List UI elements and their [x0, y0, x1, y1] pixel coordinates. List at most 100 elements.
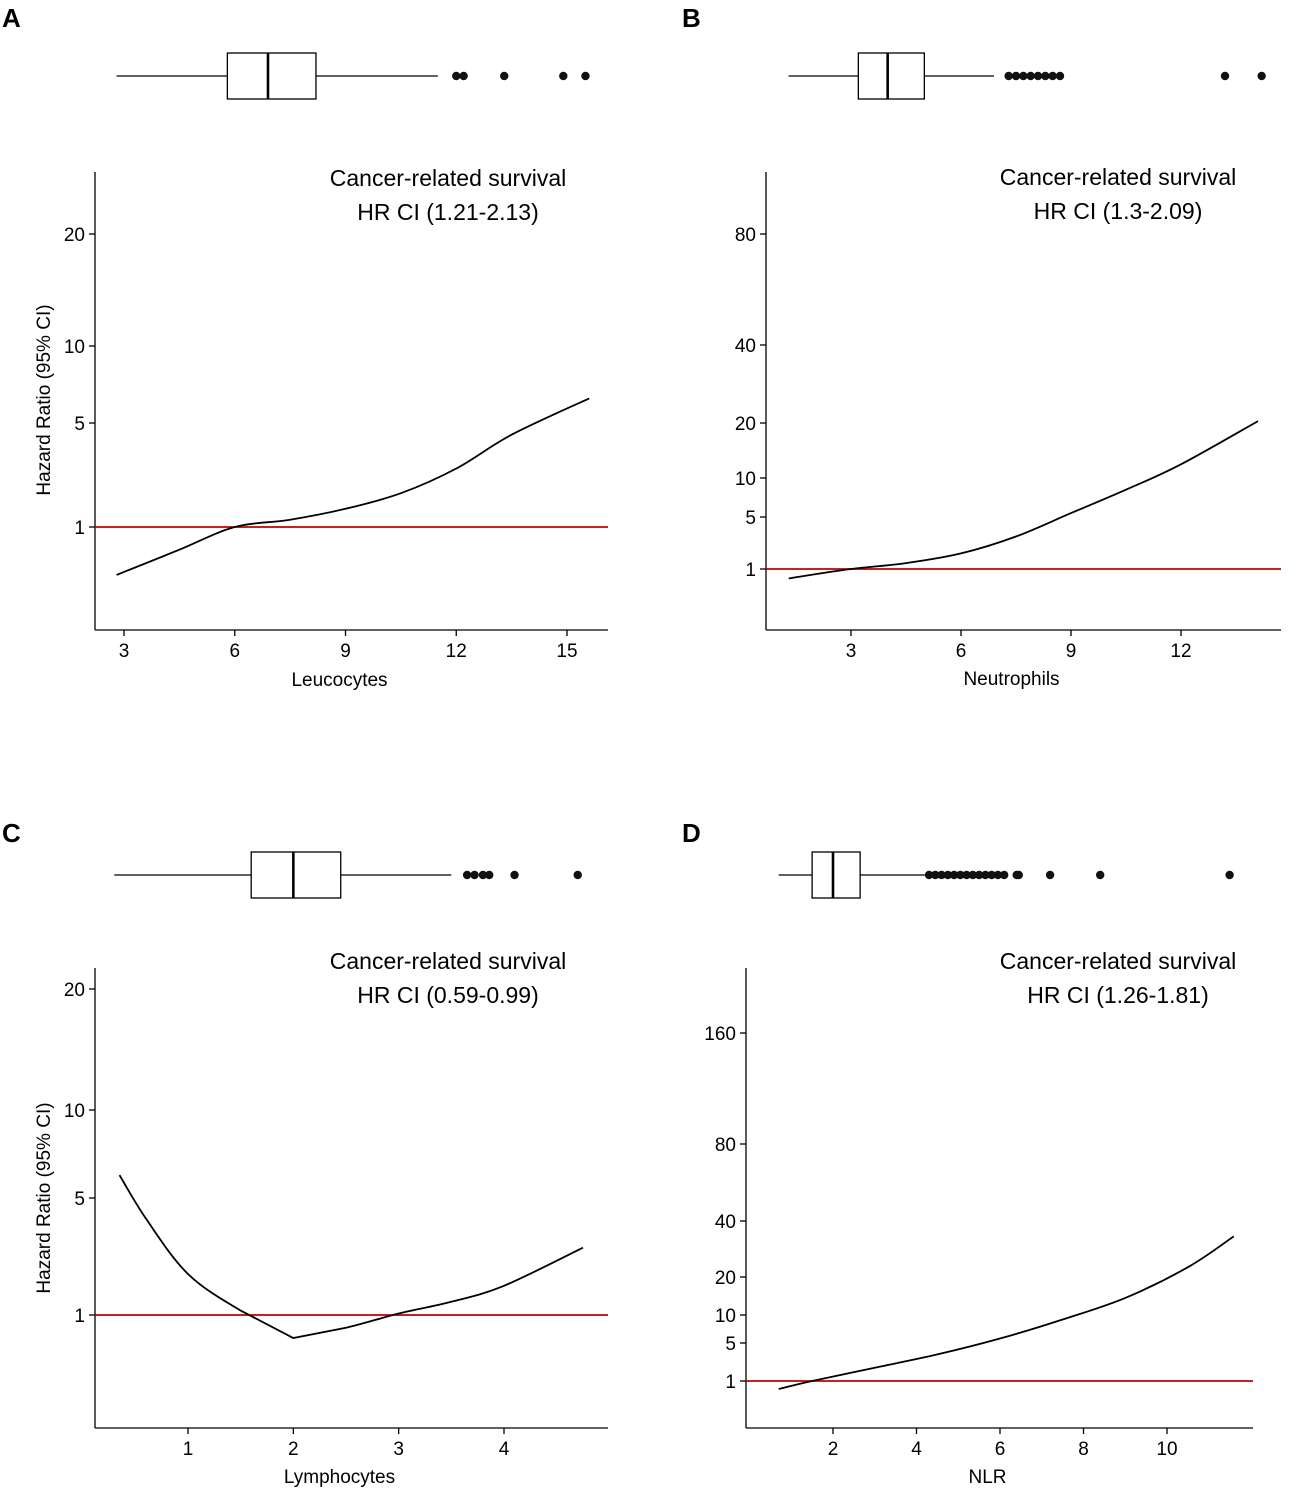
chart-title: Cancer-related survival: [330, 948, 566, 974]
y-tick-label: 5: [74, 414, 85, 435]
axes: 2 4 6 8 10 1 5 10 20 40 80 160: [704, 968, 1253, 1460]
boxplot-outlier: [510, 870, 519, 880]
chart-title: Cancer-related survival: [1000, 164, 1236, 190]
panel-D: D 2 4 6 8 10 1 5 10 20 40 80 160 Cancer-related survi…: [682, 818, 1253, 1488]
boxplot-outlier: [981, 870, 990, 880]
y-tick-label: 10: [715, 1306, 736, 1327]
boxplot-outlier: [452, 71, 461, 81]
boxplot: [788, 52, 1266, 100]
boxplot-outlier: [1257, 71, 1266, 81]
x-tick-label: 6: [995, 1439, 1006, 1460]
y-tick-label: 20: [715, 1268, 736, 1289]
x-tick-label: 10: [1156, 1439, 1177, 1460]
y-tick-label: 160: [704, 1024, 736, 1045]
x-axis-label: Neutrophils: [963, 669, 1059, 690]
boxplot-outlier: [459, 71, 468, 81]
boxplot-outlier: [956, 870, 965, 880]
boxplot-outlier: [478, 870, 488, 880]
boxplot-outlier: [1014, 870, 1023, 880]
x-tick-label: 4: [911, 1439, 922, 1460]
axes: 1 2 3 4 1 5 10 20: [64, 968, 608, 1460]
boxplot-outlier: [949, 870, 959, 880]
x-tick-label: 3: [393, 1439, 404, 1460]
boxplot-outlier: [581, 71, 590, 81]
boxplot-outlier: [974, 870, 984, 880]
chart-title: Cancer-related survival: [1000, 948, 1236, 974]
boxplot-outlier: [943, 870, 953, 880]
y-tick-label: 5: [74, 1189, 85, 1210]
panel-letter: D: [682, 818, 701, 848]
x-tick-label: 9: [340, 641, 351, 662]
y-tick-label: 5: [725, 1334, 736, 1355]
x-tick-label: 6: [229, 641, 240, 662]
boxplot-outlier: [968, 870, 978, 880]
y-tick-label: 20: [64, 980, 85, 1001]
hr-curve-series-0: [116, 397, 590, 576]
chart-subtitle: HR CI (0.59-0.99): [357, 982, 539, 1008]
boxplot-outlier: [1055, 71, 1065, 81]
boxplot-outlier: [1045, 870, 1055, 880]
y-tick-label: 10: [64, 337, 85, 358]
y-tick-label: 5: [745, 508, 756, 529]
boxplot-outlier: [931, 870, 940, 880]
y-axis-label: Hazard Ratio (95% CI): [34, 1102, 55, 1293]
x-tick-label: 12: [1170, 641, 1191, 662]
boxplot-outlier: [1225, 870, 1234, 880]
chart-subtitle: HR CI (1.26-1.81): [1027, 982, 1209, 1008]
x-tick-label: 2: [288, 1439, 299, 1460]
panel-letter: A: [2, 3, 21, 33]
boxplot-outlier: [485, 870, 494, 880]
x-tick-label: 2: [828, 1439, 839, 1460]
boxplot-outlier: [1041, 71, 1050, 81]
y-tick-label: 1: [745, 560, 756, 581]
boxplot-outlier: [1220, 71, 1230, 81]
boxplot-outlier: [999, 870, 1009, 880]
y-tick-label: 20: [64, 225, 85, 246]
chart-subtitle: HR CI (1.3-2.09): [1034, 198, 1203, 224]
y-tick-label: 40: [715, 1212, 736, 1233]
y-tick-label: 10: [64, 1101, 85, 1122]
boxplot-outlier: [962, 870, 971, 880]
boxplot: [116, 52, 590, 100]
boxplot-outlier: [987, 870, 996, 880]
y-axis-label: Hazard Ratio (95% CI): [34, 304, 55, 495]
y-tick-label: 20: [735, 414, 756, 435]
boxplot-outlier: [1004, 71, 1013, 81]
boxplot-box: [811, 851, 861, 899]
boxplot-outlier: [500, 71, 509, 81]
boxplot-outlier: [1019, 71, 1028, 81]
boxplot-outlier: [1011, 71, 1021, 81]
y-tick-label: 1: [725, 1372, 736, 1393]
boxplot-outlier: [1033, 71, 1043, 81]
y-tick-label: 1: [74, 518, 85, 539]
x-axis-label: NLR: [968, 1467, 1006, 1488]
x-axis-label: Lymphocytes: [284, 1467, 395, 1488]
hr-curve-series-0: [118, 1174, 584, 1339]
chart-title: Cancer-related survival: [330, 165, 566, 191]
boxplot: [114, 851, 582, 899]
boxplot-box: [226, 52, 317, 100]
x-tick-label: 15: [556, 641, 577, 662]
boxplot-outlier: [462, 870, 472, 880]
x-tick-label: 3: [846, 641, 857, 662]
x-axis-label: Leucocytes: [291, 670, 387, 691]
y-tick-label: 80: [715, 1135, 736, 1156]
hr-curve-series-0: [788, 420, 1259, 580]
x-tick-label: 6: [956, 641, 967, 662]
x-tick-label: 12: [446, 641, 467, 662]
boxplot: [778, 851, 1234, 899]
x-tick-label: 3: [119, 641, 130, 662]
boxplot-outlier: [470, 870, 479, 880]
y-tick-label: 10: [735, 469, 756, 490]
boxplot-outlier: [1096, 870, 1105, 880]
x-tick-label: 1: [183, 1439, 194, 1460]
boxplot-outlier: [993, 870, 1003, 880]
boxplot-outlier: [1048, 71, 1057, 81]
panel-letter: C: [2, 818, 21, 848]
y-tick-label: 80: [735, 225, 756, 246]
boxplot-box: [250, 851, 342, 899]
boxplot-outlier: [573, 870, 582, 880]
